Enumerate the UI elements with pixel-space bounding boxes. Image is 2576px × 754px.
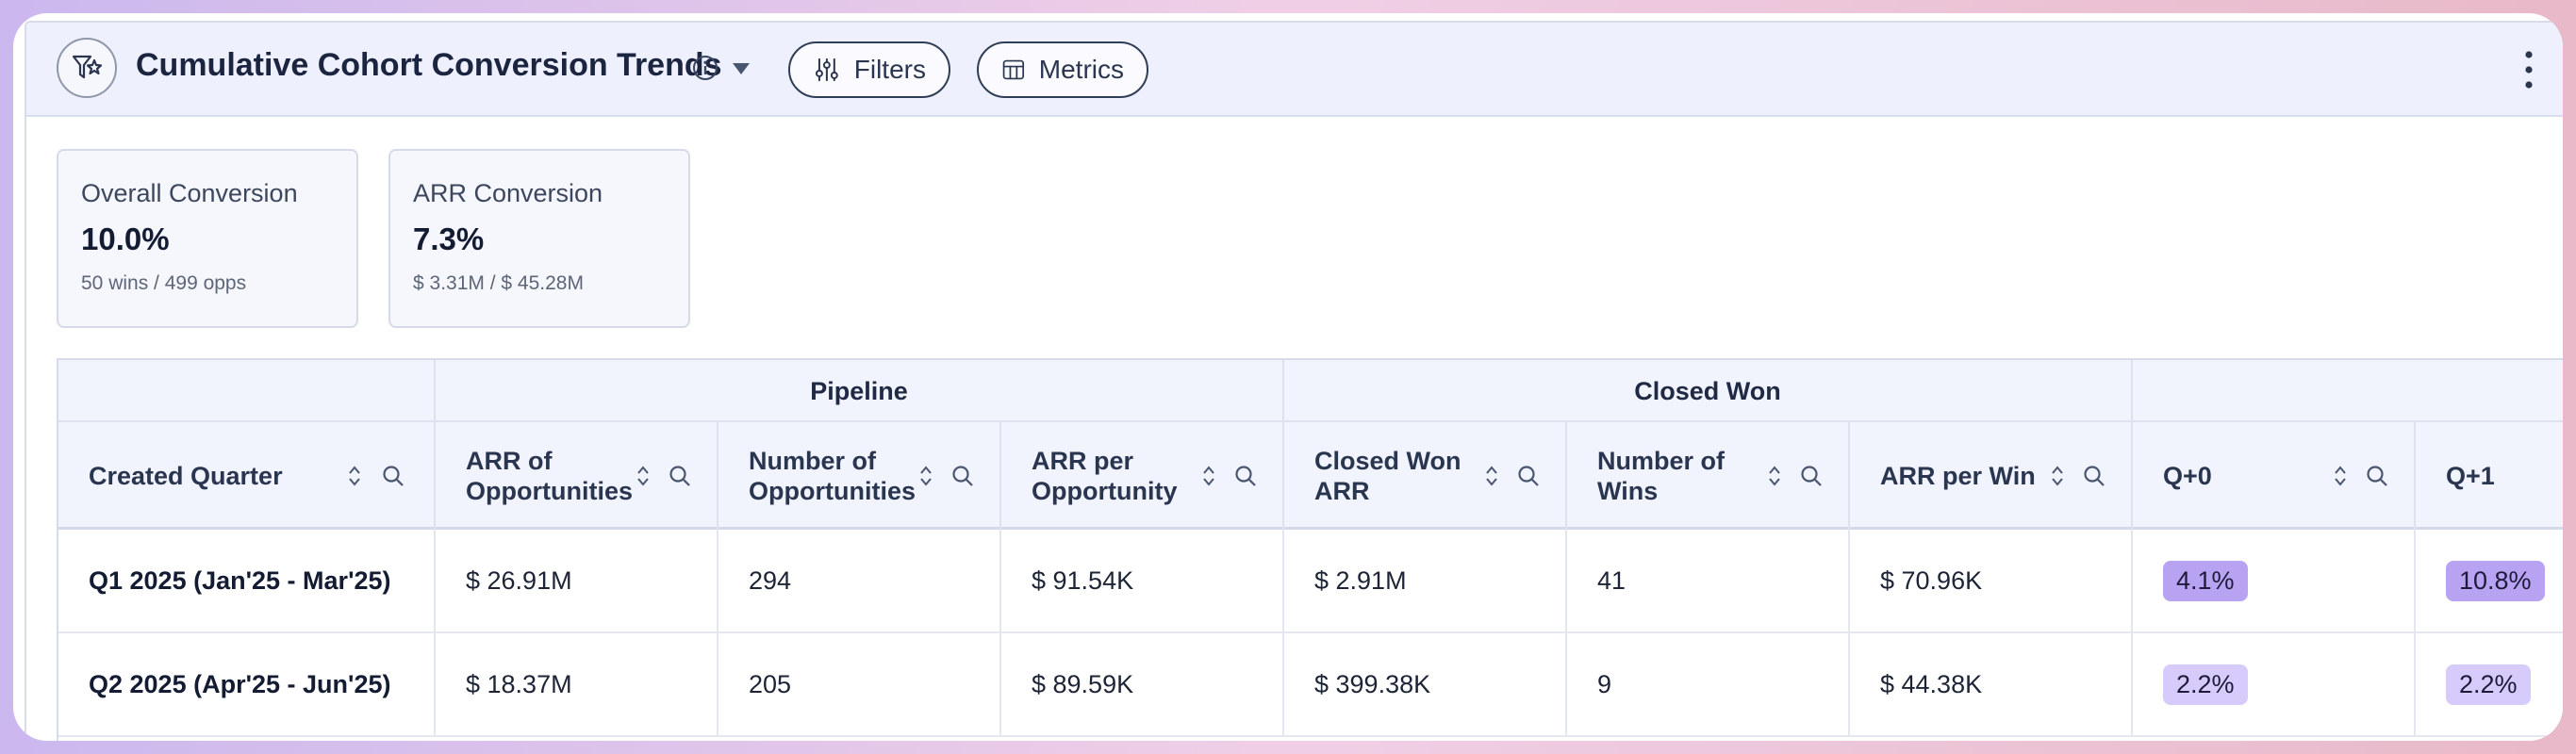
stat-label: Overall Conversion	[81, 179, 298, 207]
filter-star-icon[interactable]	[57, 38, 117, 98]
cell-number-of-wins: 41	[1567, 530, 1850, 631]
conversion-badge: 2.2%	[2446, 664, 2531, 705]
app-frame: Cumulative Cohort Conversion Trends Filt…	[13, 13, 2563, 741]
cell-number-of-wins: 9	[1567, 633, 1850, 735]
sort-icon[interactable]	[347, 464, 362, 488]
sort-icon[interactable]	[636, 464, 651, 488]
search-icon[interactable]	[2365, 464, 2389, 488]
cell-arr-per-win: $ 44.38K	[1850, 633, 2133, 735]
cohort-table: Pipeline Closed Won Created Quarter ARR …	[57, 358, 2563, 741]
col-header-label: Created Quarter	[89, 462, 283, 490]
cell-arr-per-opportunity: $ 91.54K	[1001, 530, 1284, 631]
col-header-closed-won-arr[interactable]: Closed Won ARR	[1284, 422, 1567, 530]
search-icon[interactable]	[1233, 464, 1258, 488]
group-header-cohort	[2133, 360, 2563, 422]
table-row-partial	[58, 737, 2563, 741]
report-header: Cumulative Cohort Conversion Trends Filt…	[26, 23, 2563, 117]
search-icon[interactable]	[2082, 464, 2106, 488]
search-icon[interactable]	[381, 464, 405, 488]
col-header-number-of-opportunities[interactable]: Number of Opportunities	[718, 422, 1001, 530]
table-row: Q1 2025 (Jan'25 - Mar'25) $ 26.91M 294 $…	[58, 530, 2563, 633]
cell-created-quarter: Q2 2025 (Apr'25 - Jun'25)	[58, 633, 436, 735]
stat-sub: $ 3.31M / $ 45.28M	[413, 272, 584, 294]
col-header-line2: ARR	[1314, 477, 1370, 505]
col-header-line1: ARR per	[1032, 447, 1134, 475]
conversion-badge: 2.2%	[2163, 664, 2248, 705]
metrics-label: Metrics	[1038, 55, 1124, 84]
page-title: Cumulative Cohort Conversion Trends	[136, 47, 722, 83]
filters-button[interactable]: Filters	[788, 41, 950, 98]
search-icon[interactable]	[1799, 464, 1824, 488]
cell-closed-won-arr: $ 2.91M	[1284, 530, 1567, 631]
cell-number-of-opportunities: 294	[718, 530, 1001, 631]
stat-value: 7.3%	[413, 221, 485, 256]
chevron-down-icon[interactable]	[732, 62, 751, 75]
sort-icon[interactable]	[1201, 464, 1216, 488]
conversion-badge: 4.1%	[2163, 560, 2248, 601]
cell-q0: 4.1%	[2133, 530, 2416, 631]
stat-value: 10.0%	[81, 221, 170, 256]
group-header-closed-won: Closed Won	[1284, 360, 2133, 422]
cell-number-of-opportunities: 205	[718, 633, 1001, 735]
sort-icon[interactable]	[2050, 464, 2065, 488]
col-header-q1[interactable]: Q+1	[2416, 422, 2563, 530]
more-options-icon[interactable]	[2523, 49, 2535, 90]
cell-arr-per-win: $ 70.96K	[1850, 530, 2133, 631]
col-header-arr-per-opportunity[interactable]: ARR per Opportunity	[1001, 422, 1284, 530]
cell-q1: 10.8%	[2416, 530, 2563, 631]
col-header-label: Q+0	[2163, 462, 2212, 490]
col-header-line1: ARR of	[466, 447, 553, 475]
arr-conversion-card: ARR Conversion 7.3% $ 3.31M / $ 45.28M	[388, 149, 690, 328]
group-header-empty	[58, 360, 436, 422]
cell-created-quarter: Q1 2025 (Jan'25 - Mar'25)	[58, 530, 436, 631]
col-header-line1: Number of	[1597, 447, 1725, 475]
info-icon[interactable]	[692, 55, 718, 81]
metrics-button[interactable]: Metrics	[977, 41, 1148, 98]
stat-sub: 50 wins / 499 opps	[81, 272, 247, 294]
cell-q0: 2.2%	[2133, 633, 2416, 735]
group-header-row: Pipeline Closed Won	[58, 360, 2563, 422]
col-header-line2: Wins	[1597, 477, 1659, 505]
col-header-line1: Closed Won	[1314, 447, 1461, 475]
cell-closed-won-arr: $ 399.38K	[1284, 633, 1567, 735]
col-header-q0[interactable]: Q+0	[2133, 422, 2416, 530]
overall-conversion-card: Overall Conversion 10.0% 50 wins / 499 o…	[57, 149, 358, 328]
col-header-label: Q+1	[2446, 462, 2495, 490]
report-card: Cumulative Cohort Conversion Trends Filt…	[25, 21, 2563, 741]
col-header-number-of-wins[interactable]: Number of Wins	[1567, 422, 1850, 530]
cell-arr-per-opportunity: $ 89.59K	[1001, 633, 1284, 735]
cell-arr-of-opportunities: $ 18.37M	[436, 633, 718, 735]
col-header-line2: Opportunities	[466, 477, 633, 505]
search-icon[interactable]	[950, 464, 975, 488]
sliders-icon	[815, 58, 838, 81]
group-header-pipeline: Pipeline	[436, 360, 1284, 422]
search-icon[interactable]	[1516, 464, 1541, 488]
stat-label: ARR Conversion	[413, 179, 603, 207]
filters-label: Filters	[853, 55, 926, 84]
sort-icon[interactable]	[918, 464, 933, 488]
col-header-created-quarter[interactable]: Created Quarter	[58, 422, 436, 530]
col-header-arr-of-opportunities[interactable]: ARR of Opportunities	[436, 422, 718, 530]
sort-icon[interactable]	[2333, 464, 2348, 488]
col-header-line2: Opportunity	[1032, 477, 1178, 505]
col-header-label: ARR per Win	[1880, 462, 2036, 490]
search-icon[interactable]	[668, 464, 692, 488]
col-header-line1: Number of	[749, 447, 876, 475]
table-icon	[1002, 59, 1025, 80]
sort-icon[interactable]	[1484, 464, 1499, 488]
col-header-line2: Opportunities	[749, 477, 916, 505]
cell-q1: 2.2%	[2416, 633, 2563, 735]
col-header-arr-per-win[interactable]: ARR per Win	[1850, 422, 2133, 530]
table-row: Q2 2025 (Apr'25 - Jun'25) $ 18.37M 205 $…	[58, 633, 2563, 737]
column-header-row: Created Quarter ARR of Opportunities Numb…	[58, 422, 2563, 530]
conversion-badge: 10.8%	[2446, 560, 2545, 601]
sort-icon[interactable]	[1767, 464, 1782, 488]
cell-arr-of-opportunities: $ 26.91M	[436, 530, 718, 631]
